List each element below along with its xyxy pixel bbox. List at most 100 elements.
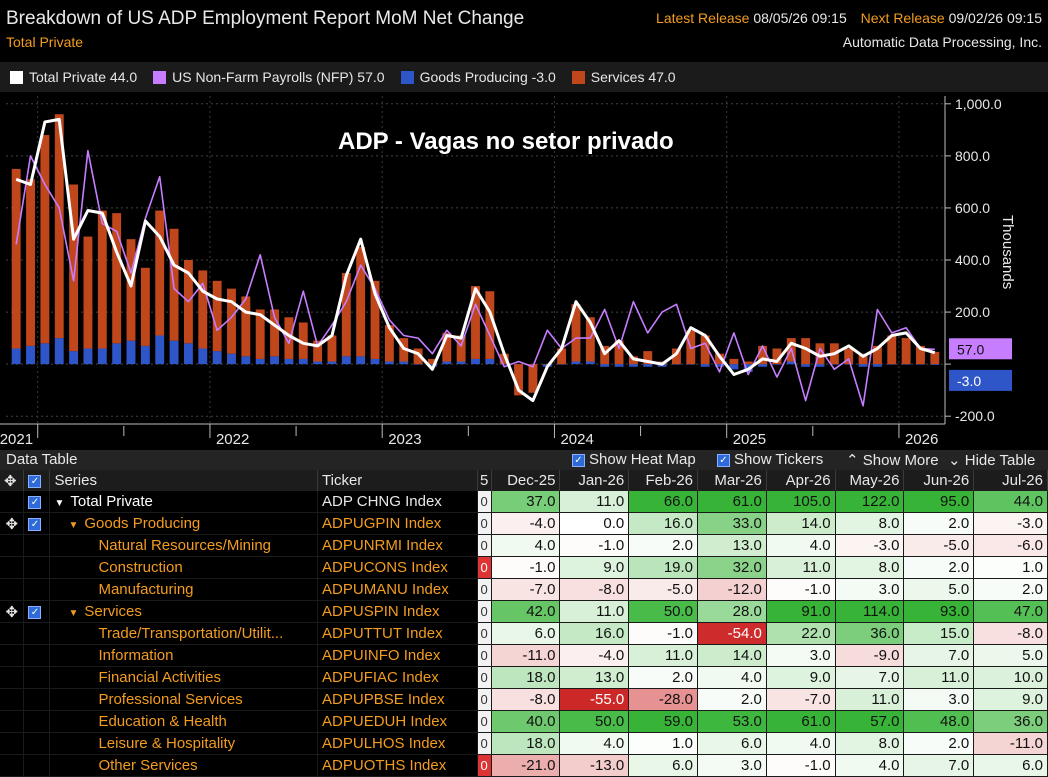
services-bar xyxy=(557,348,567,365)
month-column-header[interactable]: Apr-26 xyxy=(766,470,836,491)
services-bar xyxy=(901,338,911,365)
legend-item[interactable]: US Non-Farm Payrolls (NFP) 57.0 xyxy=(153,69,385,85)
goods-bar xyxy=(112,343,122,365)
month-column-header[interactable]: Dec-25 xyxy=(491,470,561,491)
table-row[interactable]: ✥ ✓ ▼ Services ADPUSPIN Index 0 42.0 11.0 50.0 28… xyxy=(0,600,1048,623)
services-bar xyxy=(298,322,308,359)
value-cell: -7.0 xyxy=(766,688,836,711)
table-row[interactable]: Professional Services ADPUPBSE Index 0 -8.0… xyxy=(0,688,1048,711)
expand-arrow-icon[interactable]: ▼ xyxy=(68,520,79,531)
table-row[interactable]: Education & Health ADPUEDUH Index 0 40.0 50.… xyxy=(0,710,1048,733)
table-row[interactable]: Manufacturing ADPUMANU Index 0 -7.0 -8.0 -5.0… xyxy=(0,578,1048,601)
latest-release-label: Latest Release xyxy=(656,10,750,26)
series-name-cell[interactable]: Financial Activities xyxy=(49,666,319,689)
value-cell: 59.0 xyxy=(628,710,699,733)
series-name-cell[interactable]: Other Services xyxy=(49,754,319,777)
n-cell: 0 xyxy=(477,732,492,755)
value-cell: -54.0 xyxy=(697,622,767,645)
table-row[interactable]: ✓ ▼ Total Private ADP CHNG Index 0 37.0 11.0 66… xyxy=(0,491,1048,513)
value-cell: 8.0 xyxy=(835,732,905,755)
empty-cell xyxy=(0,732,25,755)
series-name-cell[interactable]: Professional Services xyxy=(49,688,319,711)
table-row[interactable]: Other Services ADPUOTHS Index 0 -21.0 -13.0 6… xyxy=(0,754,1048,777)
table-row[interactable]: Construction ADPUCONS Index 0 -1.0 9.0 19.0 32… xyxy=(0,556,1048,579)
target-icon[interactable]: ✥ xyxy=(0,512,25,535)
month-column-header[interactable]: Jan-26 xyxy=(559,470,630,491)
total-private-line xyxy=(15,117,936,403)
series-name-cell[interactable]: Natural Resources/Mining xyxy=(49,534,319,557)
goods-bar xyxy=(485,358,495,365)
series-name-cell[interactable]: Manufacturing xyxy=(49,578,319,601)
target-icon[interactable]: ✥ xyxy=(0,600,25,623)
series-name-cell[interactable]: Education & Health xyxy=(49,710,319,733)
value-cell: 8.0 xyxy=(835,556,905,579)
goods-bar xyxy=(930,364,940,365)
ticker-cell: ADPUOTHS Index xyxy=(317,754,478,777)
show-more-button[interactable]: ⌃ Show More xyxy=(846,451,939,469)
series-name-cell[interactable]: ▼ Services xyxy=(49,600,319,623)
services-bar xyxy=(571,304,581,362)
goods-bar xyxy=(198,348,208,365)
goods-bar xyxy=(255,358,265,365)
value-cell: 4.0 xyxy=(697,666,767,689)
table-row[interactable]: ✥ ✓ ▼ Goods Producing ADPUGPIN Index 0 -4.0 0.0… xyxy=(0,512,1048,535)
hide-table-button[interactable]: ⌄ Hide Table xyxy=(948,451,1035,469)
table-row[interactable]: Information ADPUINFO Index 0 -11.0 -4.0 11.0 1… xyxy=(0,644,1048,667)
latest-release-value: 08/05/26 09:15 xyxy=(753,10,847,26)
ticker-cell: ADPUNRMI Index xyxy=(317,534,478,557)
legend-swatch xyxy=(153,70,167,84)
series-name-cell[interactable]: Leisure & Hospitality xyxy=(49,732,319,755)
show-heat-map-toggle[interactable]: ✓ Show Heat Map xyxy=(572,451,696,468)
x-tick-label: 2025 xyxy=(733,431,766,448)
row-checkbox[interactable]: ✓ xyxy=(23,512,51,535)
goods-bar xyxy=(140,345,150,365)
target-icon[interactable]: ✥ xyxy=(0,470,25,491)
x-tick-label: 2021 xyxy=(0,431,33,448)
services-bar xyxy=(844,348,854,365)
n-column-header[interactable]: 5 xyxy=(477,470,492,491)
series-name-cell[interactable]: ▼ Total Private xyxy=(49,491,319,513)
month-column-header[interactable]: Jun-26 xyxy=(903,470,975,491)
goods-bar xyxy=(270,356,279,365)
series-column-header[interactable]: Series xyxy=(49,470,319,491)
legend-item[interactable]: Goods Producing -3.0 xyxy=(400,69,556,85)
series-name: Construction xyxy=(98,559,183,576)
value-cell: 11.0 xyxy=(903,666,975,689)
month-column-header[interactable]: Mar-26 xyxy=(697,470,767,491)
n-cell: 0 xyxy=(477,556,492,579)
series-name-cell[interactable]: Trade/Transportation/Utilit... xyxy=(49,622,319,645)
goods-bar xyxy=(183,343,193,365)
expand-arrow-icon[interactable]: ▼ xyxy=(68,608,79,619)
month-column-header[interactable]: May-26 xyxy=(835,470,905,491)
table-row[interactable]: Natural Resources/Mining ADPUNRMI Index 0 4… xyxy=(0,534,1048,557)
series-name-cell[interactable]: ▼ Goods Producing xyxy=(49,512,319,535)
table-row[interactable]: Financial Activities ADPUFIAC Index 0 18.0 1… xyxy=(0,666,1048,689)
x-tick-label: 2026 xyxy=(905,431,938,448)
table-row[interactable]: Trade/Transportation/Utilit... ADPUTTUT I… xyxy=(0,622,1048,645)
month-column-header[interactable]: Feb-26 xyxy=(628,470,699,491)
month-column-header[interactable]: Jul-26 xyxy=(973,470,1048,491)
row-checkbox[interactable]: ✓ xyxy=(23,491,51,513)
value-cell: 5.0 xyxy=(973,644,1048,667)
table-row[interactable]: Leisure & Hospitality ADPULHOS Index 0 18.0… xyxy=(0,732,1048,755)
value-cell: -11.0 xyxy=(973,732,1048,755)
expand-arrow-icon[interactable]: ▼ xyxy=(54,498,65,509)
legend-item[interactable]: Total Private 44.0 xyxy=(10,69,137,85)
series-name-cell[interactable]: Information xyxy=(49,644,319,667)
select-all-checkbox[interactable]: ✓ xyxy=(23,470,51,491)
services-bar xyxy=(514,364,524,396)
value-cell: -4.0 xyxy=(559,644,630,667)
ticker-column-header[interactable]: Ticker xyxy=(317,470,478,491)
value-cell: -8.0 xyxy=(491,688,561,711)
series-name-cell[interactable]: Construction xyxy=(49,556,319,579)
empty-cell xyxy=(0,578,25,601)
show-tickers-toggle[interactable]: ✓ Show Tickers xyxy=(717,451,823,468)
legend-item[interactable]: Services 47.0 xyxy=(571,69,676,85)
value-cell: 6.0 xyxy=(973,754,1048,777)
row-checkbox[interactable]: ✓ xyxy=(23,600,51,623)
chart-area[interactable]: 1,000.0 800.0 600.0 400.0 200.0 -200.0 57.0 -3.… xyxy=(0,92,1048,450)
services-bar xyxy=(327,335,337,362)
services-bar xyxy=(442,332,452,362)
goods-bar xyxy=(600,364,610,367)
services-bar xyxy=(313,340,323,362)
